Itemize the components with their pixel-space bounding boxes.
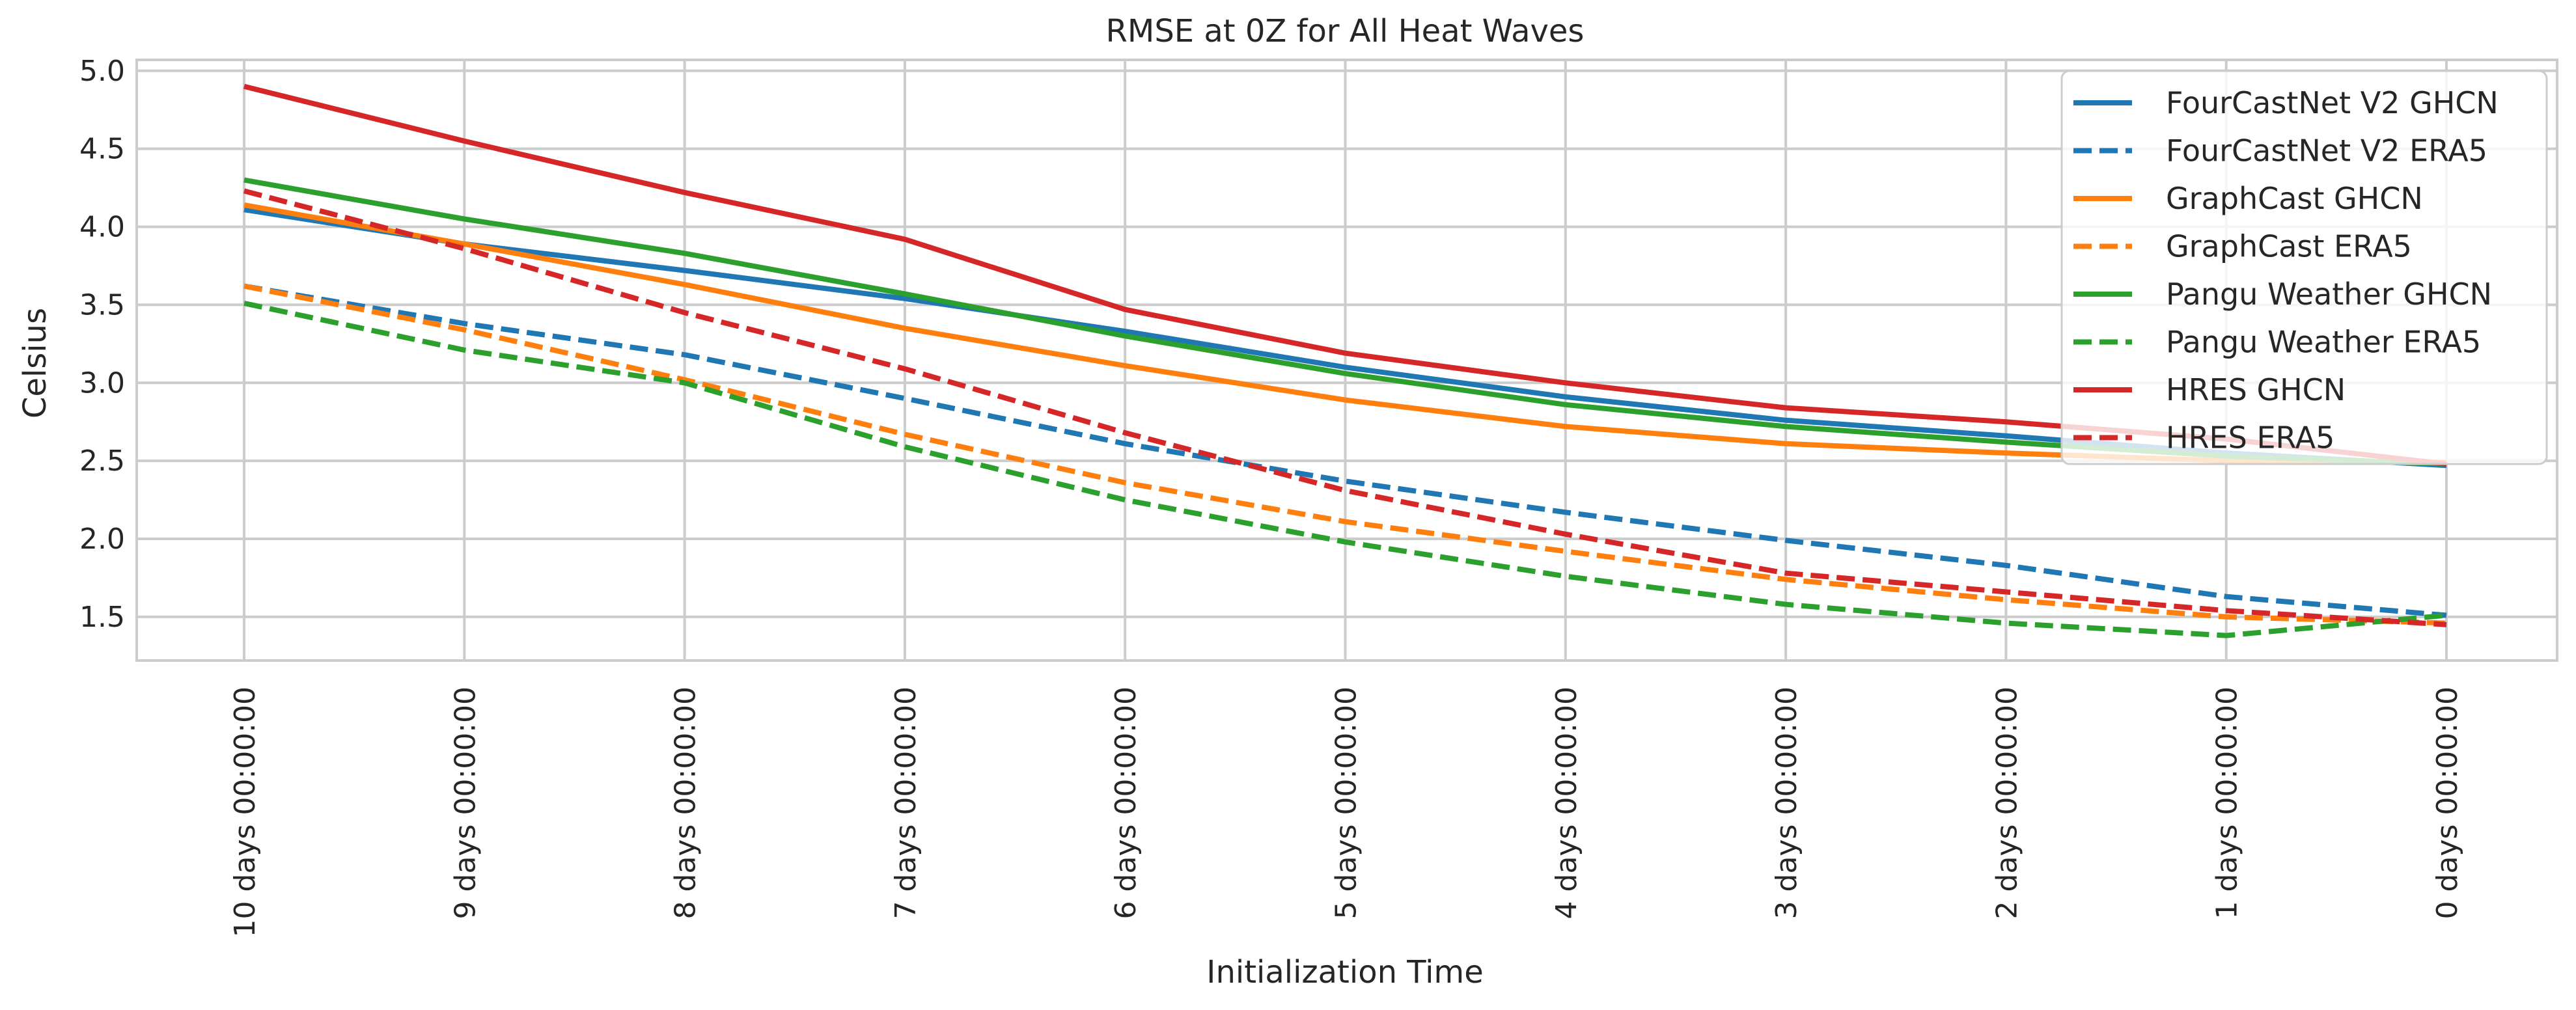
y-tick-label: 2.0: [79, 523, 125, 556]
x-tick-label: 1 days 00:00:00: [2211, 687, 2244, 919]
x-tick-label: 9 days 00:00:00: [449, 687, 482, 919]
x-tick-label: 8 days 00:00:00: [669, 687, 702, 919]
y-tick-label: 1.5: [79, 601, 125, 634]
y-tick-label: 4.0: [79, 211, 125, 244]
series-line-graphcast-era5: [243, 283, 2447, 626]
y-tick-label: 3.5: [79, 288, 125, 321]
y-tick-label: 5.0: [79, 55, 125, 88]
y-tick-label: 3.0: [79, 366, 125, 400]
x-tick-label: 5 days 00:00:00: [1330, 687, 1363, 919]
plot-frame: [135, 59, 2558, 662]
series-line-hres-era5: [243, 188, 2447, 627]
x-axis-label: Initialization Time: [1206, 954, 1483, 990]
legend-label: GraphCast ERA5: [2166, 229, 2412, 264]
x-tick-label: 6 days 00:00:00: [1109, 687, 1143, 919]
x-tick-label: 10 days 00:00:00: [229, 687, 262, 937]
legend: FourCastNet V2 GHCN FourCastNet V2 ERA5 Gr…: [2060, 70, 2548, 465]
chart-title: RMSE at 0Z for All Heat Waves: [1106, 13, 1585, 49]
series-line-fourcastnet-v2-era5: [243, 283, 2447, 618]
legend-label: HRES GHCN: [2166, 372, 2346, 407]
legend-label: HRES ERA5: [2166, 420, 2334, 456]
series-line-pangu-weather-era5: [243, 301, 2447, 638]
legend-label: Pangu Weather GHCN: [2166, 277, 2492, 312]
x-tick-label: 4 days 00:00:00: [1550, 687, 1583, 919]
y-tick-label: 2.5: [79, 444, 125, 478]
x-tick-label: 3 days 00:00:00: [1770, 687, 1803, 919]
legend-box: [2060, 70, 2548, 465]
legend-label: FourCastNet V2 GHCN: [2166, 85, 2499, 120]
x-tick-label: 7 days 00:00:00: [889, 687, 922, 919]
x-tick-labels: 10 days 00:00:00 9 days 00:00:00 8 days 00…: [229, 687, 2464, 937]
y-tick-labels: 1.5 2.0 2.5 3.0 3.5 4.0 4.5 5.0: [79, 55, 125, 634]
y-tick-label: 4.5: [79, 133, 125, 166]
legend-label: Pangu Weather ERA5: [2166, 325, 2481, 360]
x-tick-label: 2 days 00:00:00: [1990, 687, 2023, 919]
x-tick-label: 0 days 00:00:00: [2431, 687, 2464, 919]
legend-label: FourCastNet V2 ERA5: [2166, 133, 2487, 169]
y-axis-label: Celsius: [17, 308, 53, 418]
legend-label: GraphCast GHCN: [2166, 181, 2423, 216]
